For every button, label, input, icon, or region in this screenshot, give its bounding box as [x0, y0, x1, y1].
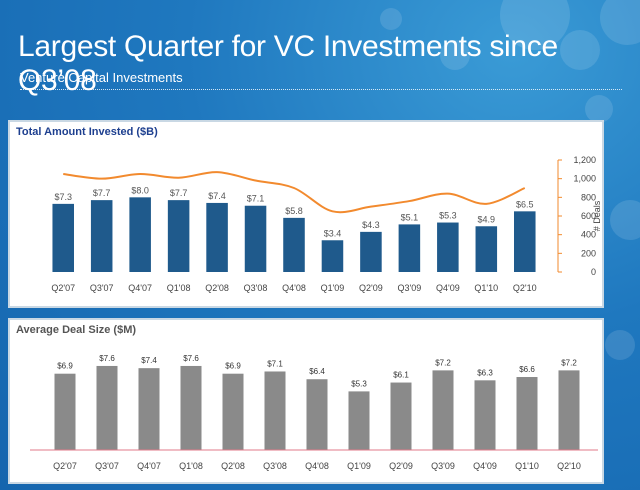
data-label: $3.4	[324, 228, 342, 238]
subtitle-divider	[20, 89, 622, 90]
bar	[52, 203, 74, 272]
bar	[348, 391, 370, 450]
data-label: $7.6	[183, 354, 199, 363]
x-tick-label: Q4'09	[436, 283, 460, 293]
bar	[96, 365, 118, 450]
x-tick-label: Q3'09	[431, 461, 455, 471]
bar	[398, 224, 421, 272]
slide-title: Largest Quarter for VC Investments since…	[18, 30, 558, 97]
avg-deal-size-title: Average Deal Size ($M)	[16, 324, 137, 336]
x-tick-label: Q4'07	[128, 283, 152, 293]
data-label: $5.3	[351, 379, 367, 388]
deals-line	[63, 171, 526, 214]
slide-subtitle: Venture Capital Investments	[20, 70, 183, 85]
bar	[321, 240, 344, 272]
bar	[167, 200, 190, 272]
data-label: $7.4	[208, 191, 226, 201]
right-axis-tick-label: 800	[581, 192, 596, 202]
bar	[129, 197, 151, 272]
data-label: $7.2	[561, 358, 577, 367]
bar	[360, 231, 382, 272]
data-label: $5.3	[439, 211, 457, 221]
x-tick-label: Q4'08	[282, 283, 306, 293]
bar	[283, 217, 305, 272]
data-label: $7.3	[54, 192, 72, 202]
bar	[475, 226, 498, 272]
total-invested-title: Total Amount Invested ($B)	[16, 126, 158, 138]
x-tick-label: Q2'08	[221, 461, 245, 471]
data-label: $6.9	[57, 362, 73, 371]
x-tick-label: Q4'08	[305, 461, 329, 471]
bar	[514, 211, 536, 272]
bar	[390, 382, 412, 450]
bar	[558, 370, 580, 450]
x-tick-label: Q1'09	[321, 283, 345, 293]
x-tick-label: Q1'10	[474, 283, 498, 293]
x-tick-label: Q2'08	[205, 283, 229, 293]
data-label: $6.5	[516, 199, 534, 209]
data-label: $6.1	[393, 371, 409, 380]
right-axis-label: # Deals	[592, 200, 602, 231]
x-tick-label: Q1'08	[167, 283, 191, 293]
bar	[432, 370, 454, 450]
data-label: $8.0	[131, 185, 149, 195]
data-label: $7.6	[99, 354, 115, 363]
bar	[222, 373, 244, 450]
x-tick-label: Q2'07	[53, 461, 77, 471]
data-label: $4.3	[362, 220, 380, 230]
total-invested-panel: Total Amount Invested ($B) $7.3 Q2'07 $7.7…	[8, 120, 604, 308]
bar	[206, 202, 228, 272]
bar	[437, 222, 459, 272]
bar	[90, 200, 113, 272]
x-tick-label: Q1'09	[347, 461, 371, 471]
avg-deal-size-panel: Average Deal Size ($M) $6.9 Q2'07 $7.6 Q3'0…	[8, 318, 604, 484]
bar	[180, 365, 202, 450]
bar	[516, 377, 538, 450]
right-axis-tick-label: 200	[581, 248, 596, 258]
right-axis-tick-label: 600	[581, 211, 596, 221]
right-axis-tick-label: 0	[591, 267, 596, 277]
x-tick-label: Q2'10	[513, 283, 537, 293]
right-axis-tick-label: 1,000	[573, 174, 596, 184]
bar	[244, 205, 267, 272]
x-tick-label: Q2'10	[557, 461, 581, 471]
x-tick-label: Q4'09	[473, 461, 497, 471]
data-label: $6.3	[477, 368, 493, 377]
x-tick-label: Q4'07	[137, 461, 161, 471]
data-label: $7.4	[141, 356, 157, 365]
x-tick-label: Q2'09	[389, 461, 413, 471]
data-label: $6.4	[309, 367, 325, 376]
bar	[54, 373, 76, 450]
x-tick-label: Q1'08	[179, 461, 203, 471]
data-label: $5.1	[401, 212, 419, 222]
x-tick-label: Q2'09	[359, 283, 383, 293]
right-axis-tick-label: 400	[581, 230, 596, 240]
x-tick-label: Q3'09	[398, 283, 422, 293]
data-label: $7.1	[247, 194, 265, 204]
bar	[474, 380, 496, 450]
right-axis-tick-label: 1,200	[573, 155, 596, 165]
x-tick-label: Q3'08	[244, 283, 268, 293]
data-label: $5.8	[285, 206, 303, 216]
data-label: $7.7	[93, 188, 111, 198]
data-label: $6.9	[225, 362, 241, 371]
avg-deal-size-chart: $6.9 Q2'07 $7.6 Q3'07 $7.4 Q4'07 $7.6 Q1'08 $6.9…	[30, 354, 598, 471]
x-tick-label: Q3'08	[263, 461, 287, 471]
data-label: $7.7	[170, 188, 188, 198]
x-tick-label: Q3'07	[90, 283, 114, 293]
bar	[306, 379, 328, 450]
x-tick-label: Q3'07	[95, 461, 119, 471]
total-invested-chart: $7.3 Q2'07 $7.7 Q3'07 $8.0 Q4'07 $7.7 Q1'08 $7.4…	[51, 155, 602, 293]
bar	[264, 371, 286, 450]
x-tick-label: Q1'10	[515, 461, 539, 471]
data-label: $7.1	[267, 359, 283, 368]
data-label: $4.9	[478, 214, 496, 224]
x-tick-label: Q2'07	[51, 283, 75, 293]
data-label: $7.2	[435, 358, 451, 367]
bar	[138, 368, 160, 450]
data-label: $6.6	[519, 365, 535, 374]
